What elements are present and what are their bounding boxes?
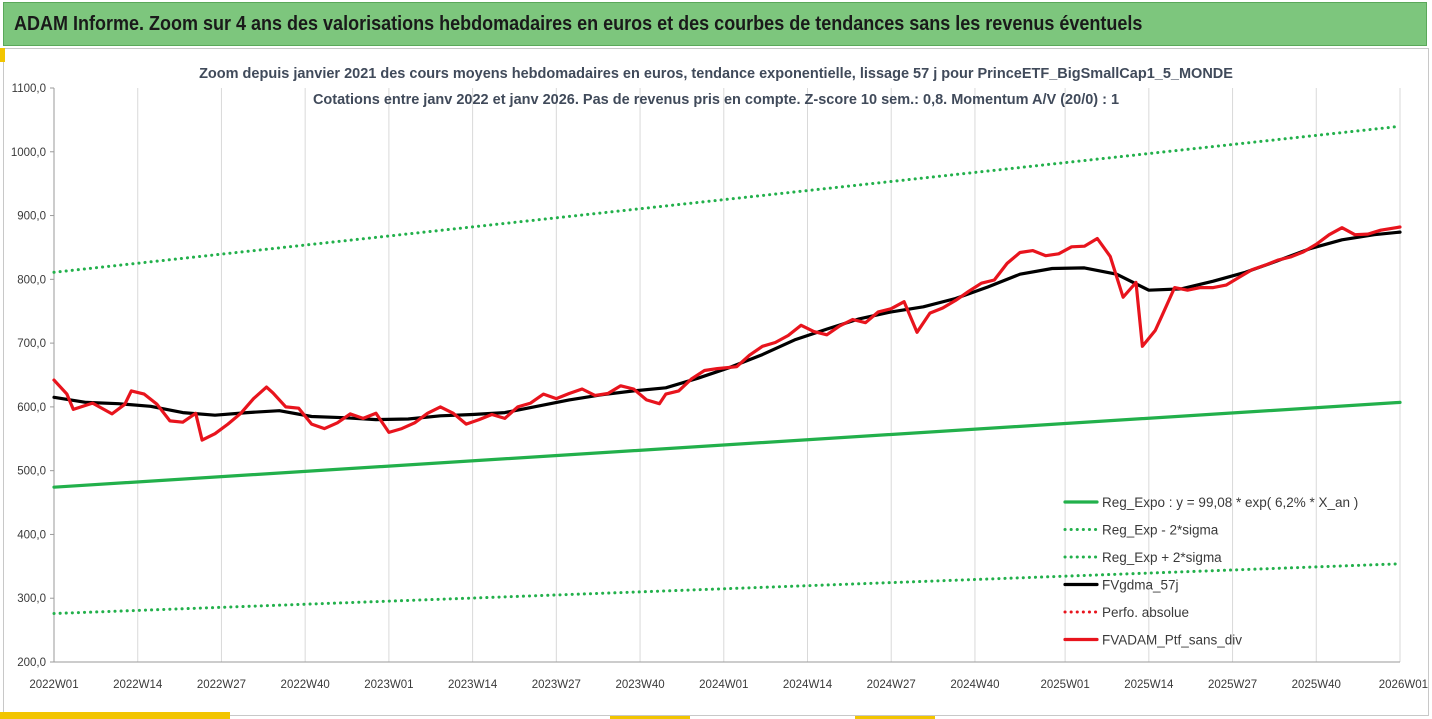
y-tick-label: 1100,0 <box>12 83 46 95</box>
y-tick-label: 200,0 <box>17 657 46 669</box>
y-tick-label: 900,0 <box>17 211 46 223</box>
y-tick-labels: 200,0 300,0 400,0 500,0 600,0 700,0 800,0 900,0… <box>11 83 54 669</box>
x-tick-label: 2024W40 <box>950 679 999 691</box>
chart-legend: Reg_Expo : y = 99,08 * exp( 6,2% * X_an … <box>1063 495 1358 648</box>
y-tick-label: 600,0 <box>17 402 46 414</box>
x-tick-labels: 2022W01 2022W14 2022W27 2022W40 2023W01 2023W… <box>29 679 1428 691</box>
x-tick-label: 2026W01 <box>1379 679 1428 691</box>
series-line-fvgdma-57j <box>52 230 1402 422</box>
x-tick-label: 2023W27 <box>532 679 581 691</box>
legend-label-perfo-absolue: Perfo. absolue <box>1102 605 1189 620</box>
chart-series <box>52 124 1402 615</box>
banner: ADAM Informe. Zoom sur 4 ans des valoris… <box>3 2 1427 46</box>
legend-label-reg-exp-2-sigma: Reg_Exp + 2*sigma <box>1102 550 1222 565</box>
legend-label-fvgdma-57j: FVgdma_57j <box>1102 578 1179 593</box>
x-tick-label: 2025W40 <box>1292 679 1341 691</box>
x-tick-label: 2022W01 <box>29 679 78 691</box>
chart-subtitle: Cotations entre janv 2022 et janv 2026. … <box>312 92 1120 108</box>
x-tick-label: 2022W14 <box>113 679 163 691</box>
decor-mark-bottom-1 <box>610 716 690 719</box>
x-tick-label: 2024W01 <box>699 679 748 691</box>
x-tick-label: 2025W14 <box>1124 679 1174 691</box>
chart-grid <box>53 88 1401 662</box>
series-line-reg-exp-2-sigma <box>52 562 1402 615</box>
series-line-fvadam-ptf-sans-div <box>52 225 1402 442</box>
legend-label-reg-expo-y-99-08-exp-6-2-x-an: Reg_Expo : y = 99,08 * exp( 6,2% * X_an … <box>1102 495 1358 510</box>
chart-title: Zoom depuis janvier 2021 des cours moyen… <box>199 66 1233 82</box>
y-tick-label: 700,0 <box>17 338 46 350</box>
x-tick-label: 2022W40 <box>281 679 330 691</box>
y-tick-label: 1000,0 <box>11 147 46 159</box>
x-tick-label: 2023W14 <box>448 679 498 691</box>
y-tick-label: 300,0 <box>17 593 46 605</box>
x-tick-label: 2023W40 <box>615 679 664 691</box>
x-tick-label: 2024W14 <box>783 679 833 691</box>
chart-frame <box>3 48 1429 716</box>
decor-mark-bottom-left <box>0 712 230 719</box>
x-tick-label: 2025W27 <box>1208 679 1257 691</box>
x-tick-label: 2022W27 <box>197 679 246 691</box>
legend-label-fvadam-ptf-sans-div: FVADAM_Ptf_sans_div <box>1102 633 1242 648</box>
x-tick-label: 2025W01 <box>1040 679 1089 691</box>
decor-mark-left <box>0 48 5 62</box>
series-line-reg-expo-y-99-08-exp-6-2-x-an <box>52 400 1402 489</box>
banner-title: ADAM Informe. Zoom sur 4 ans des valoris… <box>14 13 1143 35</box>
x-tick-label: 2023W01 <box>364 679 413 691</box>
y-tick-label: 500,0 <box>17 466 46 478</box>
legend-label-reg-exp-2-sigma: Reg_Exp - 2*sigma <box>1102 523 1219 538</box>
series-line-reg-exp-2-sigma <box>52 124 1402 274</box>
decor-mark-bottom-2 <box>855 716 935 719</box>
x-tick-label: 2024W27 <box>867 679 916 691</box>
y-tick-label: 800,0 <box>17 274 46 286</box>
y-tick-label: 400,0 <box>17 529 46 541</box>
